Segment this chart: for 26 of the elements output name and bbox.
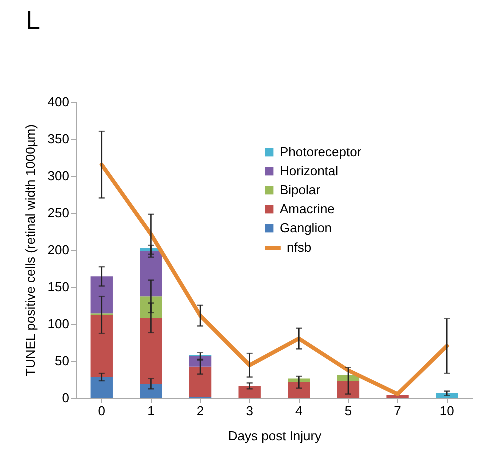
legend-label: Amacrine [280,202,335,216]
x-tick-label: 4 [296,404,303,418]
y-tick-label: 50 [55,354,70,368]
y-tick-label: 150 [48,280,70,294]
x-tick-label: 10 [440,404,454,418]
x-tick-label: 7 [394,404,402,418]
y-tick-label: 200 [48,242,70,258]
y-tick-label: 100 [48,316,70,332]
y-axis-title: TUNEL positive cells (retinal width 1000µm) [22,124,38,376]
y-tick-label: 0 [62,390,70,406]
x-tick-label: 1 [148,404,155,418]
legend-label: Bipolar [280,182,322,198]
x-tick-label: 2 [196,404,204,418]
legend-label: nfsb [287,240,312,255]
x-tick-label: 5 [344,404,352,418]
y-tick-label: 300 [48,168,70,184]
chart-title: L [26,5,40,35]
legend-label: Ganglion [280,220,332,236]
x-tick-label: 3 [246,404,254,418]
legend-label: Photoreceptor [280,144,362,160]
legend-label: Horizontal [280,164,339,178]
x-axis-title: Days post Injury [228,428,322,444]
y-tick-label: 250 [48,206,70,220]
y-tick-label: 400 [48,94,70,110]
x-tick-label: 0 [98,404,106,418]
y-tick-label: 350 [48,132,70,146]
